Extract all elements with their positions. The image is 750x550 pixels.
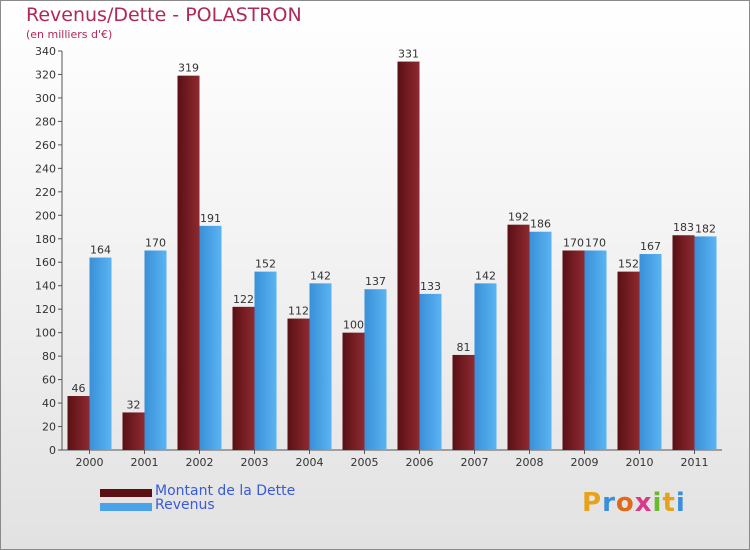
x-tick-label: 2002 <box>186 456 214 469</box>
x-tick-label: 2003 <box>241 456 269 469</box>
bar-revenus <box>584 250 607 450</box>
value-label-revenus: 167 <box>640 240 661 253</box>
proxiti-logo: Proxiti <box>582 488 686 518</box>
value-label-revenus: 142 <box>475 269 496 282</box>
value-label-dette: 32 <box>127 398 141 411</box>
bar-revenus <box>254 271 277 450</box>
value-label-dette: 100 <box>343 319 364 332</box>
x-tick-label: 2006 <box>406 456 434 469</box>
value-label-dette: 319 <box>178 62 199 75</box>
bar-revenus <box>694 236 717 450</box>
x-tick-label: 2001 <box>131 456 159 469</box>
value-label-dette: 46 <box>72 382 86 395</box>
y-tick-label: 260 <box>35 139 56 152</box>
value-label-revenus: 186 <box>530 218 551 231</box>
bar-revenus <box>639 254 662 450</box>
bar-revenus <box>144 250 167 450</box>
bar-dette <box>562 250 585 450</box>
y-tick-label: 320 <box>35 68 56 81</box>
value-label-dette: 192 <box>508 211 529 224</box>
y-tick-label: 300 <box>35 92 56 105</box>
x-tick-label: 2000 <box>76 456 104 469</box>
bar-revenus <box>199 225 222 450</box>
value-label-revenus: 170 <box>145 237 166 250</box>
x-tick-label: 2004 <box>296 456 324 469</box>
value-label-revenus: 137 <box>365 275 386 288</box>
bar-revenus <box>419 293 442 450</box>
y-tick-label: 140 <box>35 280 56 293</box>
y-tick-label: 100 <box>35 327 56 340</box>
value-label-revenus: 142 <box>310 269 331 282</box>
bar-dette <box>617 271 640 450</box>
value-label-dette: 183 <box>673 221 694 234</box>
y-tick-label: 40 <box>42 397 56 410</box>
value-label-dette: 331 <box>398 48 419 61</box>
value-label-revenus: 152 <box>255 258 276 271</box>
bar-dette <box>122 412 145 450</box>
value-label-revenus: 191 <box>200 212 221 225</box>
legend-label-revenus: Revenus <box>155 497 215 513</box>
y-tick-label: 120 <box>35 303 56 316</box>
y-tick-label: 240 <box>35 162 56 175</box>
value-label-dette: 81 <box>457 341 471 354</box>
bar-dette <box>342 332 365 450</box>
bar-revenus <box>529 231 552 450</box>
y-tick-label: 180 <box>35 233 56 246</box>
bar-revenus <box>474 283 497 450</box>
value-label-dette: 170 <box>563 237 584 250</box>
y-tick-label: 60 <box>42 374 56 387</box>
bar-revenus <box>309 283 332 450</box>
chart-title: Revenus/Dette - POLASTRON <box>26 4 302 26</box>
bar-dette <box>452 354 475 450</box>
value-label-revenus: 182 <box>695 222 716 235</box>
bar-revenus <box>364 289 387 450</box>
bar-dette <box>672 235 695 450</box>
chart-subtitle: (en milliers d'€) <box>26 28 113 41</box>
legend-label-dette: Montant de la Dette <box>155 483 296 499</box>
x-tick-label: 2008 <box>516 456 544 469</box>
y-tick-label: 340 <box>35 45 56 58</box>
value-label-dette: 122 <box>233 293 254 306</box>
x-tick-label: 2010 <box>626 456 654 469</box>
legend-swatch-dette <box>100 489 152 497</box>
y-tick-label: 280 <box>35 115 56 128</box>
bar-dette <box>287 318 310 450</box>
legend-swatch-revenus <box>100 503 152 511</box>
y-tick-label: 20 <box>42 421 56 434</box>
y-tick-label: 220 <box>35 186 56 199</box>
value-label-revenus: 133 <box>420 280 441 293</box>
value-label-dette: 152 <box>618 258 639 271</box>
x-tick-label: 2005 <box>351 456 379 469</box>
value-label-revenus: 170 <box>585 237 606 250</box>
bar-dette <box>232 306 255 450</box>
y-tick-label: 160 <box>35 256 56 269</box>
y-tick-label: 200 <box>35 209 56 222</box>
bar-dette <box>507 224 530 450</box>
x-tick-label: 2007 <box>461 456 489 469</box>
value-label-revenus: 164 <box>90 244 111 257</box>
bar-revenus <box>89 257 112 450</box>
y-tick-label: 0 <box>49 444 56 457</box>
bar-dette <box>67 396 90 450</box>
bar-dette <box>177 75 200 451</box>
bar-dette <box>397 61 420 450</box>
value-label-dette: 112 <box>288 305 309 318</box>
x-tick-label: 2011 <box>681 456 709 469</box>
x-tick-label: 2009 <box>571 456 599 469</box>
y-tick-label: 80 <box>42 350 56 363</box>
